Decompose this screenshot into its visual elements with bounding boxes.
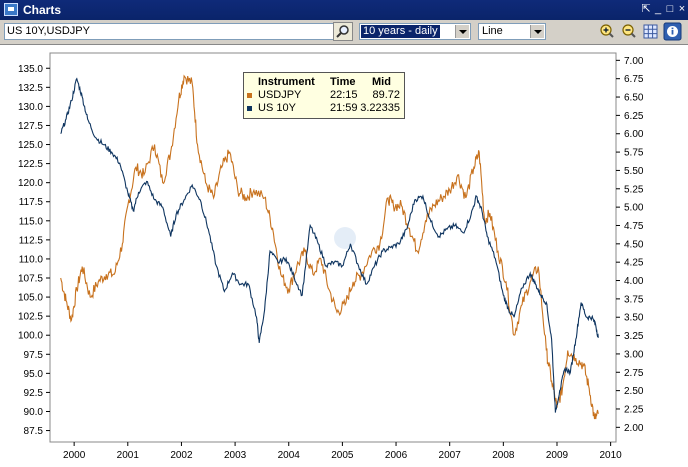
x-tick-label: 2003 [224,450,247,461]
right-tick-label: 6.50 [624,93,644,104]
search-button[interactable] [333,22,353,41]
right-tick-label: 4.75 [624,221,644,232]
left-tick-label: 97.5 [24,350,44,361]
chart-area[interactable]: 87.5 90.0 92.5 95.0 97.5 100.0 102.5 105.0 107.5… [0,44,688,467]
right-tick-label: 2.50 [624,386,644,397]
x-tick-label: 2002 [170,450,193,461]
left-tick-label: 130.0 [18,102,43,113]
legend-time: 21:59 [330,102,358,114]
left-tick-label: 122.5 [18,159,43,170]
left-tick-label: 100.0 [18,331,43,342]
period-dropdown[interactable]: 10 years - daily [359,23,471,40]
legend-header-mid: Mid [372,76,391,88]
right-axis: 2.00 2.25 2.50 2.75 3.00 3.25 3.50 3.75 4.00 4.25… [616,56,644,434]
zoom-out-button[interactable] [619,22,638,41]
left-tick-label: 127.5 [18,121,43,132]
grid-icon [643,24,658,39]
left-axis: 87.5 90.0 92.5 95.0 97.5 100.0 102.5 105.0 107.5… [18,64,50,437]
maximize-button[interactable]: □ [666,3,674,15]
legend-mid: 89.72 [372,89,400,101]
right-tick-label: 2.00 [624,423,644,434]
x-tick-label: 2010 [600,450,623,461]
right-tick-label: 7.00 [624,56,644,67]
chevron-down-icon [455,25,469,38]
left-tick-label: 105.0 [18,293,43,304]
zoom-out-icon [622,24,636,38]
x-tick-label: 2005 [331,450,354,461]
right-tick-label: 6.25 [624,111,644,122]
x-tick-label: 2000 [63,450,86,461]
x-tick-label: 2006 [385,450,408,461]
left-tick-label: 87.5 [24,426,44,437]
left-tick-label: 115.0 [19,216,44,227]
right-tick-label: 5.00 [624,203,644,214]
left-tick-label: 90.0 [24,407,44,418]
left-tick-label: 132.5 [18,83,43,94]
legend-mid: 3.22335 [360,102,400,114]
chart-type-value: Line [482,25,503,37]
left-tick-label: 117.5 [19,197,44,208]
x-tick-label: 2007 [439,450,462,461]
watermark-logo [334,227,356,249]
legend-swatch-us10y [247,106,252,111]
right-tick-label: 6.00 [624,129,644,140]
right-tick-label: 3.25 [624,331,644,342]
series-line-usdjpy [60,74,599,420]
left-tick-label: 112.5 [19,235,44,246]
symbols-input[interactable] [4,23,336,40]
period-value: 10 years - daily [361,25,440,38]
right-tick-label: 6.75 [624,74,644,85]
series-line-us-10y [60,77,599,413]
right-tick-label: 4.50 [624,239,644,250]
chart-type-dropdown[interactable]: Line [478,23,546,40]
series-layer [60,74,599,420]
right-tick-label: 3.00 [624,349,644,360]
left-tick-label: 107.5 [18,274,43,285]
left-tick-label: 92.5 [24,388,44,399]
x-tick-label: 2009 [546,450,569,461]
chart-toolbar: 10 years - daily Line [0,20,688,44]
legend-header-instrument: Instrument [258,76,315,88]
title-bar[interactable]: Charts ⇱ _ □ × [0,0,688,20]
left-tick-label: 125.0 [18,140,43,151]
app-icon [4,3,18,16]
right-tick-label: 2.75 [624,368,644,379]
left-tick-label: 135.0 [18,64,43,75]
info-button[interactable] [663,22,682,41]
info-icon [663,22,682,41]
right-tick-label: 5.25 [624,184,644,195]
legend-time: 22:15 [330,89,358,101]
right-tick-label: 3.50 [624,313,644,324]
x-tick-label: 2004 [278,450,301,461]
legend-box[interactable]: Instrument Time Mid USDJPY 22:15 89.72 U… [243,72,405,119]
minimize-button[interactable]: _ [654,3,662,15]
x-tick-label: 2001 [117,450,140,461]
right-tick-label: 4.25 [624,258,644,269]
legend-header-time: Time [330,76,356,88]
right-tick-label: 3.75 [624,294,644,305]
right-tick-label: 5.50 [624,166,644,177]
x-axis: 2000 2001 2002 2003 2004 2005 2006 2007 2008 2009… [63,442,622,461]
chevron-down-icon [530,25,544,38]
close-button[interactable]: × [678,3,686,15]
left-tick-label: 110.0 [19,254,44,265]
detach-button[interactable]: ⇱ [641,3,651,15]
right-tick-label: 5.75 [624,148,644,159]
zoom-in-button[interactable] [597,22,616,41]
legend-instrument: USDJPY [258,89,302,101]
window-title: Charts [23,3,62,17]
right-tick-label: 4.00 [624,276,644,287]
left-tick-label: 102.5 [18,312,43,323]
legend-instrument: US 10Y [258,102,296,114]
right-tick-label: 2.25 [624,404,644,415]
magnifier-icon [336,25,349,38]
x-tick-label: 2008 [492,450,515,461]
grid-toggle-button[interactable] [641,22,660,41]
zoom-in-icon [600,24,614,38]
legend-swatch-usdjpy [247,93,252,98]
left-tick-label: 120.0 [18,178,43,189]
left-tick-label: 95.0 [24,369,44,380]
